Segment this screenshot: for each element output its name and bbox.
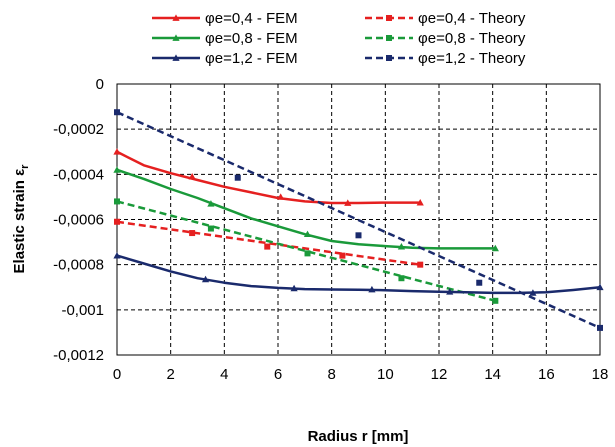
- series-e-1-2-theory: [114, 109, 603, 331]
- data-point: [303, 230, 312, 238]
- legend-marker: [172, 14, 180, 21]
- data-point: [113, 166, 121, 173]
- data-point: [597, 324, 603, 331]
- legend-label: φe=0,4 - Theory: [418, 10, 526, 27]
- series-e-0-8-fem: [113, 166, 499, 252]
- x-axis-ticks: 0 2 4 6 8 10 12 14 16 18: [113, 366, 609, 383]
- data-point: [476, 279, 483, 286]
- y-axis-title-main: Elastic strain ε: [11, 169, 28, 274]
- legend-item: φe=0,8 - FEM: [152, 30, 298, 47]
- x-tick-label: 8: [327, 366, 335, 383]
- data-point: [189, 230, 196, 237]
- y-tick-label: -0,0004: [53, 166, 104, 183]
- x-tick-label: 4: [220, 366, 228, 383]
- data-point: [304, 250, 311, 257]
- data-point: [207, 200, 215, 207]
- x-tick-label: 10: [377, 366, 394, 383]
- data-point: [114, 109, 120, 116]
- x-tick-label: 6: [274, 366, 282, 383]
- x-tick-label: 12: [431, 366, 448, 383]
- data-point: [529, 289, 537, 296]
- data-point: [446, 288, 454, 295]
- series-line: [116, 150, 421, 205]
- y-axis-title: Elastic strain εr: [11, 164, 31, 274]
- series-e-0-4-theory: [114, 218, 424, 268]
- series-e-0-8-theory: [114, 198, 499, 304]
- legend-item: φe=1,2 - Theory: [365, 50, 526, 67]
- data-point: [368, 285, 376, 293]
- y-tick-label: -0,001: [61, 302, 104, 319]
- y-tick-label: -0,0012: [53, 347, 104, 364]
- series-layer: [113, 109, 604, 331]
- data-point: [207, 225, 214, 232]
- legend-marker: [386, 35, 392, 41]
- data-point: [397, 243, 406, 250]
- legend-label: φe=0,8 - FEM: [205, 30, 298, 47]
- data-point: [234, 174, 241, 181]
- data-point: [113, 252, 121, 259]
- y-tick-label: -0,0002: [53, 121, 104, 138]
- y-axis-ticks: 0 -0,0002 -0,0004 -0,0006 -0,0008 -0,001 -0,00…: [53, 76, 104, 364]
- legend-label: φe=1,2 - FEM: [205, 50, 298, 67]
- x-axis-title: Radius r [mm]: [308, 428, 409, 445]
- x-tick-label: 2: [166, 366, 174, 383]
- data-point: [290, 284, 298, 292]
- legend-label: φe=1,2 - Theory: [418, 50, 526, 67]
- data-point: [398, 275, 405, 282]
- x-tick-label: 16: [538, 366, 555, 383]
- y-tick-label: -0,0008: [53, 257, 104, 274]
- legend-item: φe=0,8 - Theory: [365, 30, 526, 47]
- data-point: [344, 199, 352, 206]
- y-tick-label: -0,0006: [53, 212, 104, 229]
- x-tick-label: 18: [592, 366, 609, 383]
- data-point: [339, 252, 346, 259]
- data-point: [355, 232, 362, 239]
- series-e-0-4-fem: [113, 148, 424, 206]
- data-point: [114, 218, 120, 225]
- legend-marker: [172, 54, 180, 61]
- legend-marker: [386, 15, 392, 21]
- data-point: [113, 148, 121, 155]
- data-point: [491, 244, 499, 252]
- series-line: [116, 220, 421, 266]
- legend-item: φe=1,2 - FEM: [152, 50, 298, 67]
- series-line: [116, 168, 496, 250]
- x-tick-label: 0: [113, 366, 121, 383]
- data-point: [417, 261, 424, 268]
- data-point: [596, 283, 604, 291]
- series-line: [116, 111, 601, 330]
- data-point: [114, 198, 120, 205]
- legend-label: φe=0,8 - Theory: [418, 30, 526, 47]
- y-axis-title-subscript: r: [19, 164, 31, 169]
- legend-marker: [172, 34, 180, 41]
- data-point: [277, 193, 285, 200]
- legend: φe=0,4 - FEM φe=0,4 - Theory φe=0,8 - FEM φ…: [152, 10, 526, 67]
- data-point: [188, 172, 196, 180]
- y-tick-label: 0: [96, 76, 104, 93]
- legend-label: φe=0,4 - FEM: [205, 10, 298, 27]
- data-point: [416, 198, 424, 206]
- legend-item: φe=0,4 - Theory: [365, 10, 526, 27]
- x-tick-label: 14: [484, 366, 501, 383]
- legend-marker: [386, 55, 392, 61]
- data-point: [264, 243, 271, 250]
- legend-item: φe=0,4 - FEM: [152, 10, 298, 27]
- data-point: [492, 297, 499, 304]
- data-point: [201, 275, 210, 283]
